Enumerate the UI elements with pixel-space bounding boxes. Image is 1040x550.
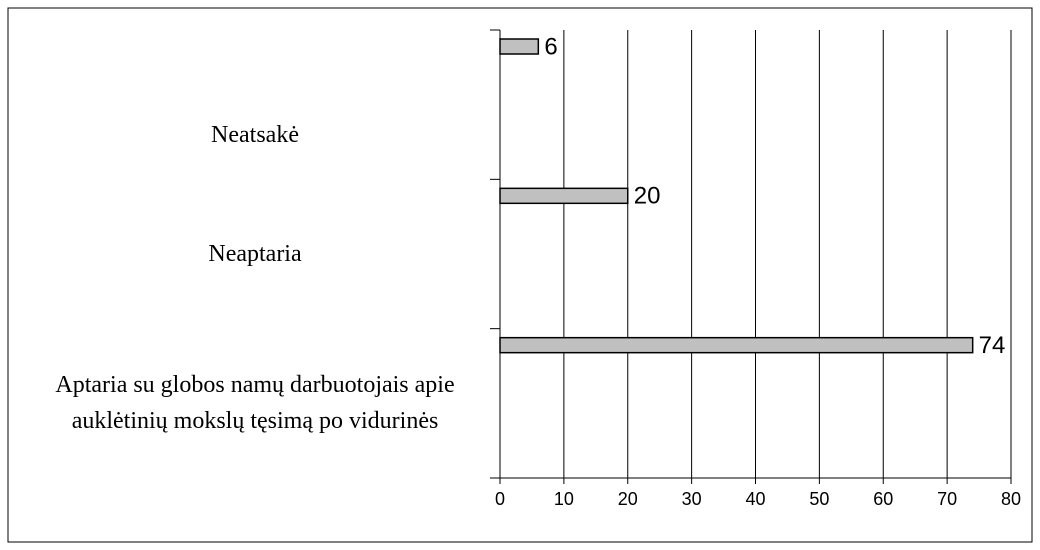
bar [499, 187, 629, 205]
chart-border [7, 7, 1033, 543]
y-tick-label: Aptaria su globos namų darbuotojais apie… [55, 372, 455, 435]
x-tick-label: 10 [554, 489, 574, 509]
x-tick-label: 20 [618, 489, 638, 509]
x-tick-label: 40 [745, 489, 765, 509]
bar [499, 38, 540, 55]
data-label: 74 [979, 332, 1006, 359]
x-tick-label: 50 [809, 489, 829, 509]
x-tick-label: 70 [937, 489, 957, 509]
y-tick-label: Neatsakė [211, 121, 299, 148]
x-tick-label: 60 [873, 489, 893, 509]
x-tick-label: 30 [682, 489, 702, 509]
y-tick-label: Neaptaria [208, 241, 302, 267]
data-label: 20 [634, 183, 661, 210]
x-tick-label: 80 [1001, 489, 1021, 509]
bar [499, 336, 974, 354]
x-tick-label: 0 [495, 489, 505, 509]
data-label: 6 [544, 33, 557, 60]
